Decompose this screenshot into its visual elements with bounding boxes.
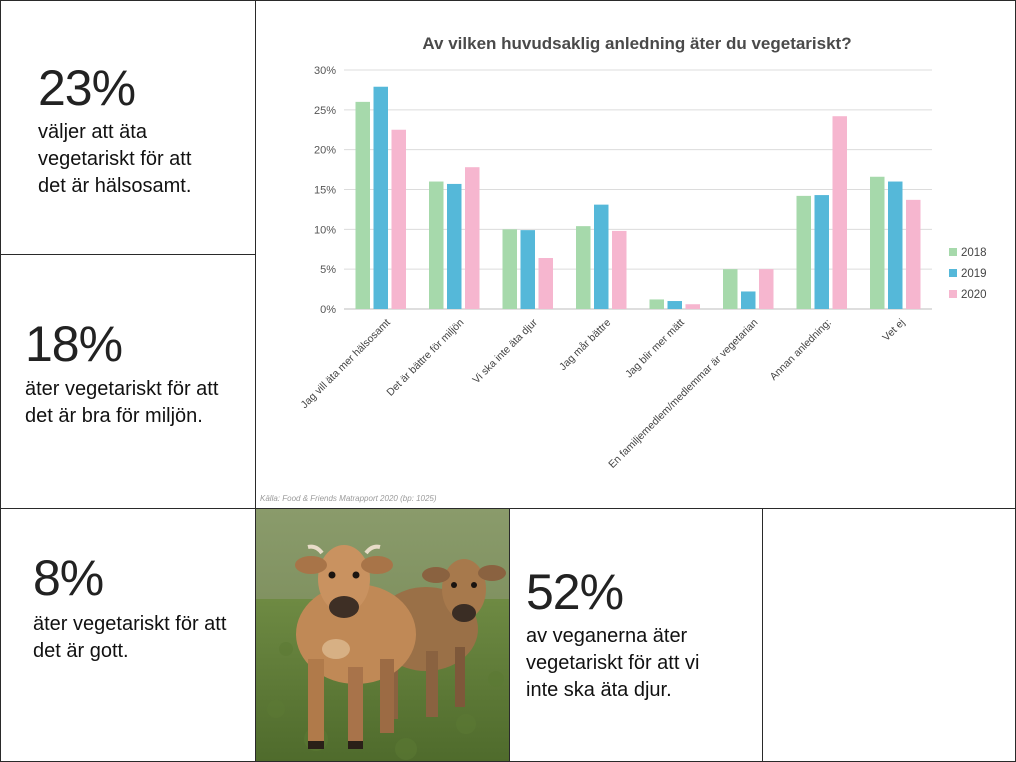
stat-line: äter vegetariskt för att — [33, 613, 227, 635]
legend-swatch — [949, 290, 957, 298]
bar-2020 — [538, 258, 553, 309]
bar-2019 — [814, 195, 829, 309]
stat-line: inte ska äta djur. — [526, 679, 672, 701]
bar-2019 — [594, 204, 609, 309]
stat-line: det är hälsosamt. — [38, 175, 192, 197]
stat-line: väljer att äta — [38, 121, 147, 143]
stat-text: av veganerna äter vegetariskt för att vi… — [526, 623, 699, 704]
chart-title: Av vilken huvudsaklig anledning äter du … — [422, 34, 851, 53]
photo-cell — [255, 508, 510, 762]
x-tick-label: Jag vill äta mer hälsosamt — [299, 317, 393, 411]
bar-chart: Av vilken huvudsaklig anledning äter du … — [299, 34, 987, 471]
stat-line: det är gott. — [33, 640, 129, 662]
bar-2019 — [888, 181, 903, 309]
stat-text: äter vegetariskt för att det är bra för … — [25, 376, 218, 430]
x-tick-label: Jag blir mer mätt — [623, 317, 687, 381]
bar-2019 — [373, 86, 388, 309]
bar-2018 — [576, 226, 591, 309]
bar-2020 — [612, 230, 627, 309]
legend-label: 2018 — [961, 247, 987, 259]
bar-2018 — [429, 181, 444, 309]
empty-cell — [762, 508, 1016, 762]
bar-2020 — [685, 304, 700, 309]
cow-front — [295, 544, 416, 749]
bar-2019 — [520, 230, 535, 309]
bar-2020 — [832, 116, 847, 309]
y-tick-label: 30% — [314, 65, 336, 77]
y-tick-label: 25% — [314, 105, 336, 117]
stat-line: det är bra för miljön. — [25, 405, 203, 427]
y-tick-label: 5% — [320, 264, 336, 276]
stat-line: av veganerna äter — [526, 625, 688, 647]
stat-card-vegans: 52% av veganerna äter vegetariskt för at… — [509, 508, 763, 762]
stat-value: 23% — [38, 60, 136, 116]
bar-2018 — [723, 269, 738, 309]
bar-2020 — [906, 199, 921, 309]
stat-line: äter vegetariskt för att — [25, 378, 219, 400]
x-tick-label: Vi ska inte äta djur — [470, 316, 540, 386]
stat-text: äter vegetariskt för att det är gott. — [33, 611, 226, 665]
bar-2018 — [649, 299, 664, 309]
bar-2019 — [667, 301, 682, 309]
x-tick-label: Jag mår bättre — [557, 317, 613, 373]
bar-2018 — [502, 229, 517, 309]
x-tick-label: Annan anledning: — [768, 317, 834, 383]
legend-label: 2020 — [961, 289, 987, 301]
stat-value: 8% — [33, 550, 104, 606]
y-tick-label: 20% — [314, 145, 336, 157]
bar-2018 — [355, 101, 370, 309]
legend-label: 2019 — [961, 268, 987, 280]
legend-swatch — [949, 269, 957, 277]
chart-panel: Av vilken huvudsaklig anledning äter du … — [255, 0, 1016, 509]
x-tick-label: En familjemedlem/medlemmar är vegetarian — [606, 317, 760, 471]
y-tick-label: 0% — [320, 304, 336, 316]
stat-card-environment: 18% äter vegetariskt för att det är bra … — [0, 254, 256, 509]
stat-value: 52% — [526, 564, 624, 620]
bar-2020 — [391, 129, 406, 309]
y-tick-label: 10% — [314, 224, 336, 236]
chart-legend: 2018 2019 2020 — [949, 247, 987, 301]
stat-line: vegetariskt för att — [38, 148, 192, 170]
stat-line: vegetariskt för att vi — [526, 652, 700, 674]
cows-photo — [256, 509, 509, 761]
bar-2018 — [870, 176, 885, 309]
source-note: Källa: Food & Friends Matrapport 2020 (b… — [260, 494, 437, 503]
chart-bars — [355, 86, 921, 309]
stat-card-health: 23% väljer att äta vegetariskt för att d… — [0, 0, 256, 255]
chart-y-ticks: 0% 5% 10% 15% 20% 25% 30% — [314, 65, 336, 316]
bar-2018 — [796, 195, 811, 309]
x-tick-label: Vet ej — [880, 317, 907, 344]
bar-2020 — [759, 269, 774, 309]
bar-2020 — [465, 167, 480, 309]
stat-text: väljer att äta vegetariskt för att det ä… — [38, 119, 191, 200]
bar-2019 — [447, 183, 462, 309]
stat-card-taste: 8% äter vegetariskt för att det är gott. — [0, 508, 256, 762]
x-tick-label: Det är bättre för miljön — [384, 317, 466, 399]
bar-2019 — [741, 291, 756, 309]
legend-swatch — [949, 248, 957, 256]
y-tick-label: 15% — [314, 185, 336, 197]
stat-value: 18% — [25, 316, 123, 372]
